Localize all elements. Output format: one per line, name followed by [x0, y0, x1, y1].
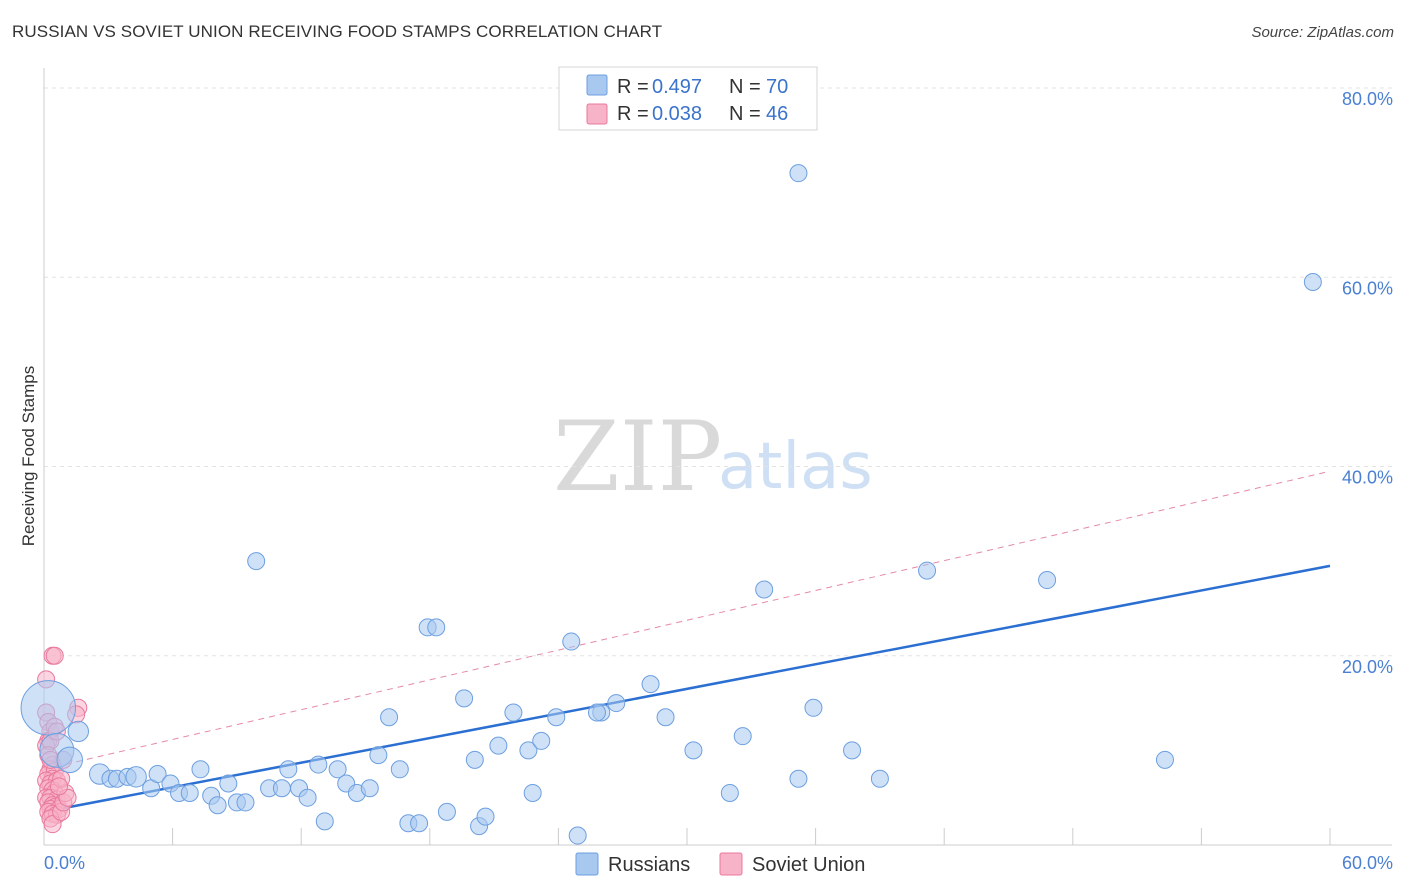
y-ticks: 20.0% 40.0% 60.0% 80.0% — [1342, 89, 1393, 677]
russians-point-51 — [568, 826, 587, 845]
russians-point-65 — [918, 561, 937, 580]
russians-point-50 — [562, 632, 581, 651]
russians-point-20 — [247, 552, 266, 571]
russians-points — [20, 164, 1322, 845]
russians-point-57 — [720, 783, 739, 802]
russians-point-26 — [309, 755, 328, 774]
russians-point-0 — [20, 680, 76, 736]
russians-point-36 — [410, 814, 429, 833]
watermark-zip: ZIP — [553, 401, 722, 513]
correlation-legend: R = 0.497 N = 70 R = 0.038 N = 46 — [558, 66, 818, 131]
russians-point-54 — [641, 675, 660, 694]
y-axis-label: Receiving Food Stamps — [19, 366, 38, 546]
russians-point-58 — [733, 727, 752, 746]
trend-line-soviet-union — [43, 470, 1331, 770]
russians-point-61 — [789, 164, 808, 183]
russians-point-8 — [125, 766, 147, 788]
legend-r-value-russians: 0.497 — [652, 76, 702, 98]
trend-lines — [43, 470, 1331, 814]
russians-point-43 — [476, 807, 495, 826]
soviet-union-point-43 — [50, 777, 69, 796]
chart-title: RUSSIAN VS SOVIET UNION RECEIVING FOOD S… — [12, 22, 663, 41]
russians-point-25 — [298, 788, 317, 807]
bottom-legend-soviet-union: Soviet Union — [752, 854, 865, 876]
russians-point-53 — [607, 694, 626, 713]
trend-line-russians — [43, 564, 1331, 814]
legend-r-value-soviet-union: 0.038 — [652, 103, 702, 125]
russians-point-32 — [369, 746, 388, 765]
russians-point-63 — [843, 741, 862, 760]
russians-point-28 — [328, 760, 347, 779]
source-label: Source: ZipAtlas.com — [1251, 24, 1394, 41]
legend-r-label-soviet-union: R = — [617, 103, 649, 125]
legend-n-label-soviet-union: N = — [729, 103, 761, 125]
russians-point-46 — [519, 741, 538, 760]
russians-point-34 — [390, 760, 409, 779]
russians-point-45 — [504, 703, 523, 722]
legend-r-label-russians: R = — [617, 76, 649, 98]
russians-point-41 — [465, 750, 484, 769]
bottom-legend-swatch-soviet-union — [719, 852, 743, 876]
y-tick-label-2: 60.0% — [1342, 278, 1393, 298]
legend-n-value-russians: 70 — [766, 76, 788, 98]
soviet-union-point-35 — [43, 815, 62, 834]
russians-point-69 — [587, 703, 606, 722]
russians-point-68 — [1303, 272, 1322, 291]
soviet-union-point-2 — [45, 646, 64, 665]
russians-point-38 — [427, 618, 446, 637]
legend-swatch-soviet-union — [586, 103, 608, 125]
x-tick-label-0: 0.0% — [44, 853, 85, 873]
x-ticks: 0.0% 60.0% — [44, 853, 1393, 873]
russians-point-22 — [272, 779, 291, 798]
russians-point-55 — [656, 708, 675, 727]
russians-point-49 — [547, 708, 566, 727]
russians-point-31 — [360, 779, 379, 798]
russians-point-66 — [1038, 571, 1057, 590]
russians-point-64 — [870, 769, 889, 788]
y-tick-label-0: 20.0% — [1342, 657, 1393, 677]
russians-point-33 — [380, 708, 399, 727]
russians-point-19 — [236, 793, 255, 812]
watermark: ZIP atlas — [553, 401, 873, 513]
russians-point-2 — [56, 746, 83, 774]
russians-point-59 — [755, 580, 774, 599]
russians-point-27 — [315, 812, 334, 831]
series-legend: Russians Soviet Union — [575, 852, 865, 876]
grid — [44, 87, 1392, 657]
legend-n-label-russians: N = — [729, 76, 761, 98]
russians-point-40 — [455, 689, 474, 708]
russians-point-10 — [148, 765, 167, 784]
legend-swatch-russians — [586, 74, 608, 96]
russians-point-39 — [437, 802, 456, 821]
russians-point-13 — [180, 783, 199, 802]
russians-point-48 — [532, 731, 551, 750]
russians-point-17 — [219, 774, 238, 793]
y-tick-label-3: 80.0% — [1342, 89, 1393, 109]
russians-point-47 — [523, 783, 542, 802]
russians-point-44 — [489, 736, 508, 755]
russians-point-62 — [804, 698, 823, 717]
bottom-legend-swatch-russians — [575, 852, 599, 876]
legend-n-value-soviet-union: 46 — [766, 103, 788, 125]
russians-point-16 — [208, 796, 227, 815]
russians-point-67 — [1155, 750, 1174, 769]
bottom-legend-russians: Russians — [608, 854, 690, 876]
russians-point-56 — [684, 741, 703, 760]
y-tick-label-1: 40.0% — [1342, 468, 1393, 488]
x-tick-label-1: 60.0% — [1342, 853, 1393, 873]
russians-point-60 — [789, 769, 808, 788]
russians-point-3 — [67, 720, 89, 743]
russians-point-23 — [279, 760, 298, 779]
russians-point-14 — [191, 760, 210, 779]
